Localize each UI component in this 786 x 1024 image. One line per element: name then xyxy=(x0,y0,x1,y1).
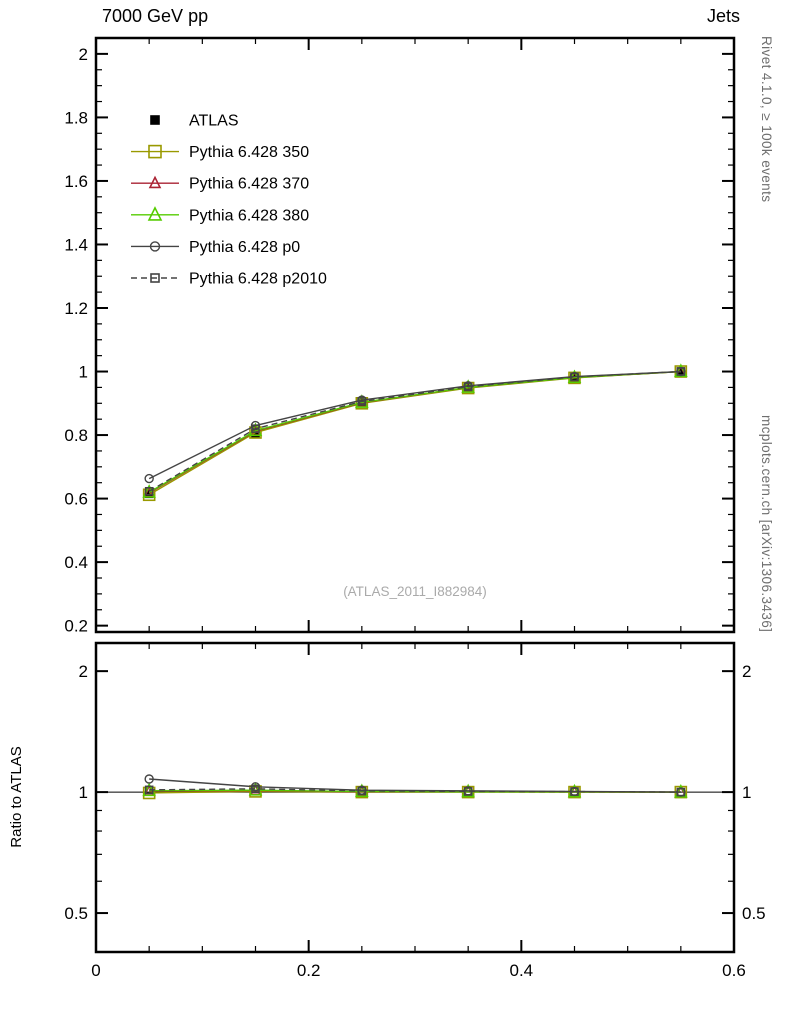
svg-text:2: 2 xyxy=(79,662,88,681)
svg-text:1.8: 1.8 xyxy=(64,108,88,127)
svg-text:1: 1 xyxy=(79,783,88,802)
svg-text:0.2: 0.2 xyxy=(297,961,321,980)
svg-text:1: 1 xyxy=(742,783,751,802)
analysis-id-watermark: (ATLAS_2011_I882984) xyxy=(343,584,487,599)
svg-text:1: 1 xyxy=(79,363,88,382)
svg-text:1.6: 1.6 xyxy=(64,172,88,191)
svg-text:0: 0 xyxy=(91,961,100,980)
svg-text:ATLAS: ATLAS xyxy=(189,113,239,130)
svg-text:0.8: 0.8 xyxy=(64,426,88,445)
observable-title: Jets xyxy=(706,6,740,26)
svg-text:0.4: 0.4 xyxy=(510,961,534,980)
svg-text:0.2: 0.2 xyxy=(64,617,88,636)
svg-text:2: 2 xyxy=(742,662,751,681)
svg-text:0.4: 0.4 xyxy=(64,553,88,572)
svg-text:Pythia 6.428 p0: Pythia 6.428 p0 xyxy=(189,239,300,256)
svg-text:0.5: 0.5 xyxy=(742,904,766,923)
rivet-version-note: Rivet 4.1.0, ≥ 100k events xyxy=(759,36,774,203)
svg-text:Pythia 6.428 350: Pythia 6.428 350 xyxy=(189,144,309,161)
svg-text:0.5: 0.5 xyxy=(64,904,88,923)
svg-text:0.6: 0.6 xyxy=(64,490,88,509)
svg-text:2: 2 xyxy=(79,45,88,64)
svg-text:Pythia 6.428 380: Pythia 6.428 380 xyxy=(189,207,309,224)
ratio-axis-label: Ratio to ATLAS xyxy=(8,746,25,848)
svg-text:1.2: 1.2 xyxy=(64,299,88,318)
svg-text:Pythia 6.428 p2010: Pythia 6.428 p2010 xyxy=(189,271,327,288)
beam-energy-title: 7000 GeV pp xyxy=(102,6,209,26)
svg-text:1.4: 1.4 xyxy=(64,235,88,254)
mcplots-attribution-note: mcplots.cern.ch [arXiv:1306.3436] xyxy=(759,414,774,632)
svg-text:Pythia 6.428 370: Pythia 6.428 370 xyxy=(189,176,309,193)
svg-text:0.6: 0.6 xyxy=(722,961,746,980)
